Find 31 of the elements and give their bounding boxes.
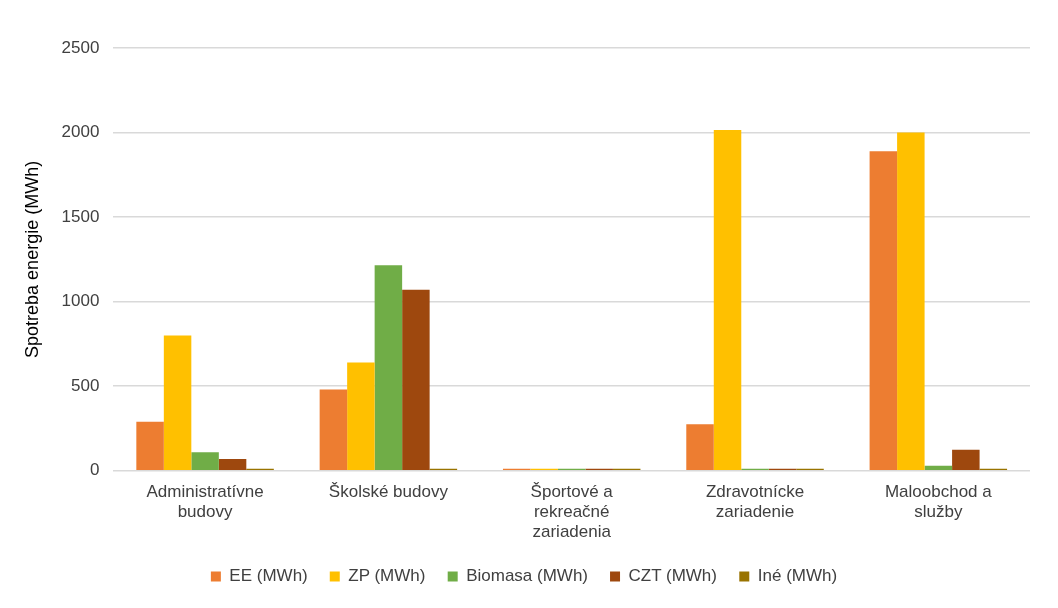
bar xyxy=(402,289,430,471)
bar xyxy=(924,465,953,471)
legend-label: Biomasa (MWh) xyxy=(466,566,589,586)
y-tick-label: 2000 xyxy=(61,122,100,142)
bar xyxy=(218,458,247,471)
legend-label: EE (MWh) xyxy=(229,566,308,586)
x-tick-label: Školské budovy xyxy=(328,481,449,501)
bar xyxy=(374,265,403,471)
bar xyxy=(897,132,925,471)
bar xyxy=(952,449,980,471)
y-tick-label: 500 xyxy=(71,375,100,395)
y-tick-label: 1000 xyxy=(61,291,100,311)
bar xyxy=(347,362,375,471)
y-tick-label: 1500 xyxy=(61,206,100,226)
legend-label: Iné (MWh) xyxy=(757,566,838,586)
bar xyxy=(869,151,898,471)
x-tick-label: Zdravotnícke zariadenie xyxy=(705,481,805,522)
legend-label: CZT (MWh) xyxy=(628,566,717,586)
y-tick-label: 0 xyxy=(89,460,100,480)
bar xyxy=(713,130,742,471)
x-tick-label: Maloobchod a služby xyxy=(884,481,993,522)
bar xyxy=(136,421,164,471)
bar xyxy=(319,389,348,471)
x-tick-label: Športové a rekreačné zariadenia xyxy=(530,481,614,542)
bar xyxy=(163,335,192,471)
bar xyxy=(191,452,219,471)
x-tick-label: Administratívne budovy xyxy=(146,481,264,522)
bar xyxy=(686,424,714,471)
legend-label: ZP (MWh) xyxy=(348,566,426,586)
y-tick-label: 2500 xyxy=(61,37,100,57)
y-axis-title: Spotreba energie (MWh) xyxy=(21,160,42,358)
